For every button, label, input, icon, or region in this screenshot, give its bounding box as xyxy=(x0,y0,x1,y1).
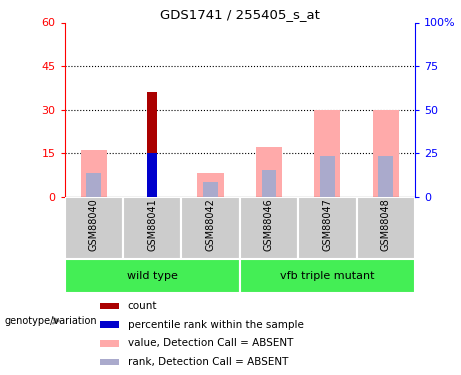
Bar xyxy=(65,259,240,293)
Bar xyxy=(320,156,335,196)
Bar xyxy=(240,259,415,293)
Bar xyxy=(240,196,298,259)
Text: GSM88042: GSM88042 xyxy=(206,198,216,251)
Bar xyxy=(100,321,119,328)
Bar xyxy=(81,150,107,196)
Text: GSM88040: GSM88040 xyxy=(89,198,99,251)
Text: GSM88047: GSM88047 xyxy=(322,198,332,251)
Bar xyxy=(314,110,340,196)
Text: vfb triple mutant: vfb triple mutant xyxy=(280,271,374,281)
Bar xyxy=(298,196,356,259)
Bar xyxy=(65,196,123,259)
Text: genotype/variation: genotype/variation xyxy=(5,316,97,326)
Bar xyxy=(256,147,282,196)
Title: GDS1741 / 255405_s_at: GDS1741 / 255405_s_at xyxy=(160,8,319,21)
Bar xyxy=(378,156,393,196)
Text: value, Detection Call = ABSENT: value, Detection Call = ABSENT xyxy=(128,338,293,348)
Text: GSM88046: GSM88046 xyxy=(264,198,274,251)
Text: wild type: wild type xyxy=(127,271,177,281)
Text: GSM88048: GSM88048 xyxy=(381,198,391,251)
Bar xyxy=(100,340,119,346)
Bar xyxy=(86,173,101,196)
Bar xyxy=(203,182,218,196)
Bar xyxy=(197,173,224,196)
Bar xyxy=(100,359,119,365)
Bar xyxy=(181,196,240,259)
Bar xyxy=(100,303,119,309)
Bar xyxy=(147,153,157,197)
Bar xyxy=(261,171,276,196)
Bar xyxy=(356,196,415,259)
Text: rank, Detection Call = ABSENT: rank, Detection Call = ABSENT xyxy=(128,357,288,367)
Text: percentile rank within the sample: percentile rank within the sample xyxy=(128,320,303,330)
Text: count: count xyxy=(128,301,157,311)
Bar xyxy=(123,196,181,259)
Bar xyxy=(147,92,157,196)
Text: GSM88041: GSM88041 xyxy=(147,198,157,251)
Bar xyxy=(372,110,399,196)
